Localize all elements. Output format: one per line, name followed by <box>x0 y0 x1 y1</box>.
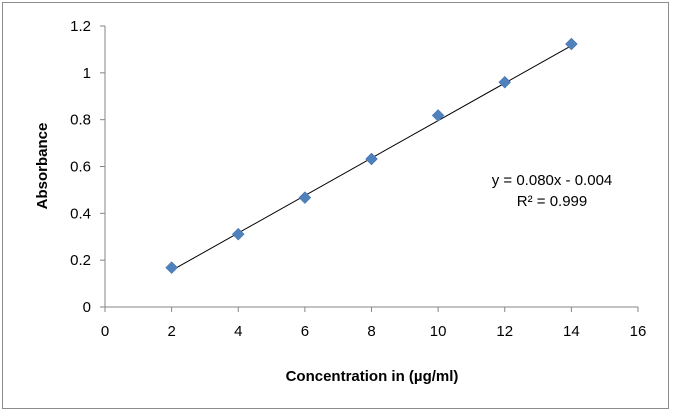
x-tick-label: 6 <box>301 323 309 340</box>
x-tick-label: 14 <box>563 323 580 340</box>
data-points <box>165 37 578 275</box>
data-point-marker <box>565 37 578 51</box>
x-tick-label: 2 <box>167 323 175 340</box>
y-tick-label: 0.2 <box>70 252 91 269</box>
x-tick-label: 4 <box>234 323 242 340</box>
data-point-marker <box>165 261 178 275</box>
data-point-marker <box>498 75 512 89</box>
x-tick-label: 12 <box>496 323 513 340</box>
trendline-equation-label: y = 0.080x - 0.004 <box>492 172 613 189</box>
x-axis-title: Concentration in (µg/ml) <box>286 368 459 385</box>
x-tick-label: 16 <box>630 323 647 340</box>
tick-labels: 0 0.2 0.4 0.6 0.8 1 1.2 0 2 4 6 8 10 12 14 16 <box>70 18 646 340</box>
data-point-marker <box>231 227 245 241</box>
x-tick-label: 10 <box>430 323 447 340</box>
y-tick-label: 0.8 <box>70 112 91 129</box>
x-tick-label: 8 <box>367 323 375 340</box>
data-point-marker <box>365 152 378 166</box>
y-tick-label: 0.6 <box>70 159 91 176</box>
r-squared-label: R² = 0.999 <box>517 193 587 210</box>
data-point-marker <box>298 191 312 204</box>
axes <box>100 25 639 312</box>
x-tick-label: 0 <box>101 323 109 340</box>
y-tick-label: 1.2 <box>70 18 91 35</box>
y-axis-title: Absorbance <box>34 123 51 210</box>
y-tick-label: 1 <box>83 65 91 82</box>
y-tick-label: 0.4 <box>70 205 91 222</box>
chart-frame <box>2 2 669 409</box>
data-point-marker <box>431 109 445 122</box>
y-tick-label: 0 <box>83 299 91 316</box>
